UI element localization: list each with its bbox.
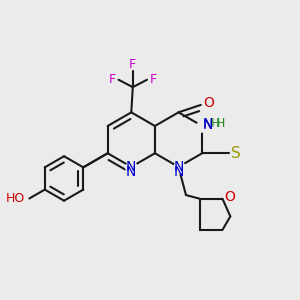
Text: N: N xyxy=(202,117,213,131)
Text: H: H xyxy=(216,117,225,130)
Text: O: O xyxy=(204,97,214,110)
Text: O: O xyxy=(224,190,235,204)
Text: N: N xyxy=(126,165,136,179)
Text: HO: HO xyxy=(6,192,25,205)
Text: N: N xyxy=(173,160,184,174)
Text: N: N xyxy=(126,160,136,174)
Text: F: F xyxy=(129,58,136,71)
Text: N: N xyxy=(202,118,213,132)
Text: N: N xyxy=(173,165,184,179)
Text: F: F xyxy=(109,73,116,86)
Text: S: S xyxy=(231,146,241,161)
Text: H: H xyxy=(211,117,220,130)
Text: F: F xyxy=(150,73,157,86)
